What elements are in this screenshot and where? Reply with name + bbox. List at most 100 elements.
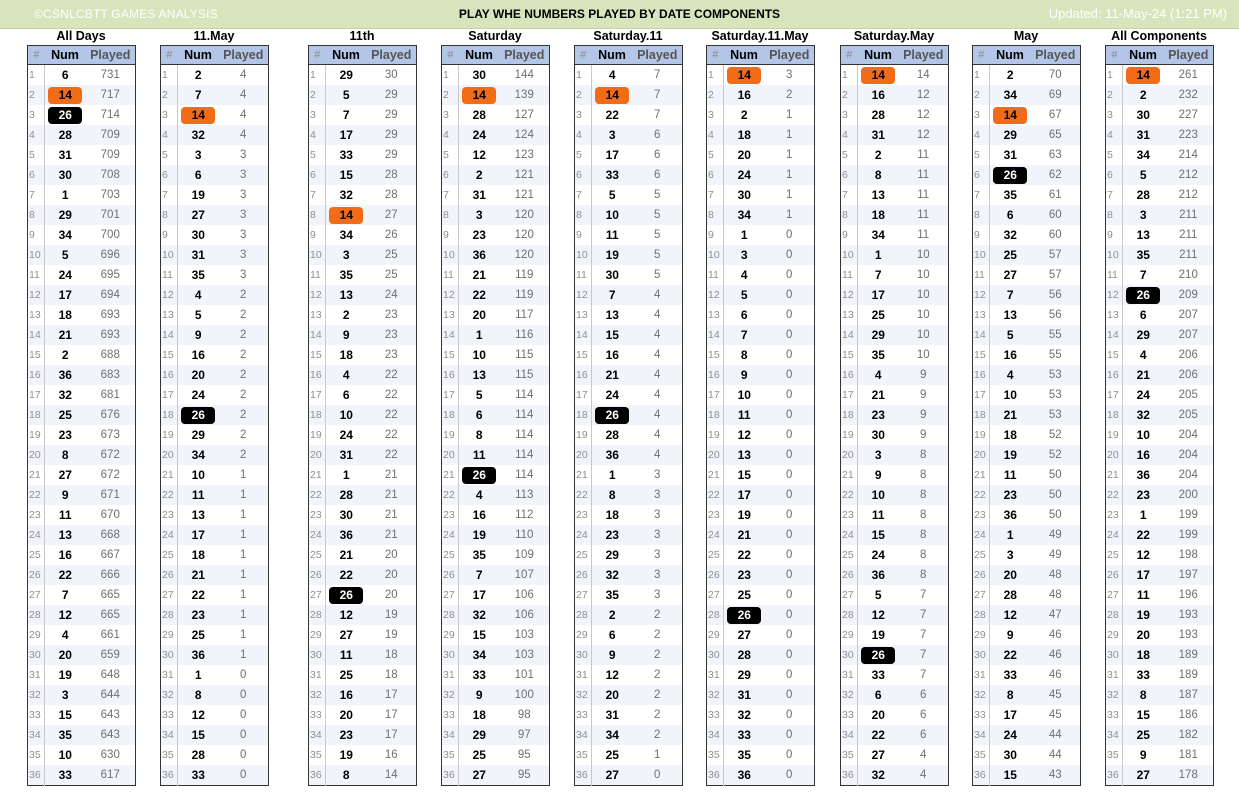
rank-cell: 28 [160,605,178,625]
table-row: 19 28 4 [574,425,683,445]
played-cell: 178 [1163,765,1214,786]
frequency-table: # Num Played 1 29 30 2 5 29 3 7 29 4 17 29 5 33 29 6 15 28 7 3… [308,45,417,786]
rank-cell: 27 [706,585,724,605]
number-cell: 16 [857,85,899,105]
played-cell: 69 [1030,85,1081,105]
table-row: 11 30 5 [574,265,683,285]
played-cell: 0 [764,525,815,545]
table-row: 17 24 2 [160,385,269,405]
played-cell: 666 [85,565,136,585]
played-cell: 204 [1178,469,1198,481]
number-cell: 34 [177,445,219,465]
played-cell: 210 [1178,269,1198,281]
rank-cell: 28 [1105,605,1123,625]
played-cell: 1 [764,165,815,185]
played-cell: 199 [1178,509,1198,521]
number-cell: 10 [591,205,633,225]
rank-cell: 32 [160,685,178,705]
number-cell: 12 [1136,548,1150,562]
table-row: 15 2 688 [27,345,136,365]
table-row: 29 6 2 [574,625,683,645]
table-row: 17 10 0 [706,385,815,405]
number-cell: 10 [472,348,486,362]
rank-cell: 9 [840,225,858,245]
rank-cell: 5 [160,145,178,165]
rank-cell: 30 [1105,645,1123,665]
table-row: 5 17 6 [574,145,683,165]
played-header: Played [1030,45,1081,65]
played-cell: 11 [917,149,930,161]
number-cell: 24 [458,125,500,145]
played-cell: 211 [1179,229,1198,241]
played-cell: 5 [632,245,683,265]
number-cell: 36 [325,525,367,545]
rank-cell: 9 [972,225,990,245]
played-cell: 227 [1178,109,1198,121]
played-cell: 95 [499,765,550,786]
played-cell: 97 [499,725,550,745]
number-cell: 8 [475,428,483,442]
played-cell: 0 [786,229,793,241]
rank-cell: 1 [27,64,45,85]
played-cell: 20 [366,565,417,585]
rank-cell: 33 [706,705,724,725]
rank-cell: 36 [972,765,990,786]
page-title: PLAY WHE NUMBERS PLAYED BY DATE COMPONEN… [458,7,781,21]
number-cell: 32 [58,388,72,402]
panel-may: May # Num Played 1 2 70 2 34 69 3 14 67 4 29 65 5 31 63 6 26… [972,28,1081,786]
played-cell: 57 [1048,269,1062,281]
rank-cell: 2 [1105,85,1123,105]
rank-cell: 12 [1105,285,1123,305]
highlight-marked-badge: 26 [329,586,364,604]
rank-cell: 22 [972,485,990,505]
rank-cell: 34 [308,725,326,745]
number-cell: 4 [989,365,1031,385]
table-row: 27 11 196 [1105,585,1214,605]
highlight-marked-badge: 26 [993,166,1028,184]
table-row: 13 13 4 [574,305,683,325]
played-cell: 206 [1178,349,1198,361]
played-cell: 700 [100,229,120,241]
number-cell: 30 [605,268,619,282]
number-cell: 20 [737,148,751,162]
played-cell: 4 [898,765,949,786]
table-row: 23 11 8 [840,505,949,525]
number-cell: 28 [871,108,885,122]
number-cell: 36 [177,645,219,665]
rank-cell: 32 [706,685,724,705]
table-row: 11 21 119 [441,265,550,285]
number-cell: 5 [325,85,367,105]
played-cell: 4 [632,445,683,465]
number-cell: 15 [737,468,751,482]
number-cell: 24 [989,725,1031,745]
played-cell: 672 [100,469,120,481]
played-cell: 4 [632,325,683,345]
number-cell: 8 [857,165,899,185]
rank-cell: 3 [972,105,990,125]
number-cell: 11 [1003,468,1017,482]
number-cell: 14 [1123,65,1164,86]
rank-cell: 11 [27,265,45,285]
number-cell: 22 [44,565,86,585]
number-cell: 17 [605,148,619,162]
rank-cell: 4 [840,125,858,145]
number-cell: 6 [857,685,899,705]
number-cell: 35 [1003,188,1017,202]
number-cell: 11 [58,508,72,522]
number-cell: 6 [1139,308,1147,322]
rank-cell: 29 [706,625,724,645]
rank-cell: 12 [27,285,45,305]
rank-cell: 33 [1105,705,1123,725]
table-row: 28 2 2 [574,605,683,625]
number-cell: 8 [177,685,219,705]
played-cell: 60 [1048,229,1062,241]
rank-cell: 6 [441,165,459,185]
number-cell: 18 [472,708,486,722]
table-row: 26 22 20 [308,565,417,585]
table-row: 27 35 3 [574,585,683,605]
table-row: 1 4 7 [574,64,683,85]
rank-cell: 2 [160,85,178,105]
played-cell: 95 [517,749,531,761]
table-row: 22 4 113 [441,485,550,505]
